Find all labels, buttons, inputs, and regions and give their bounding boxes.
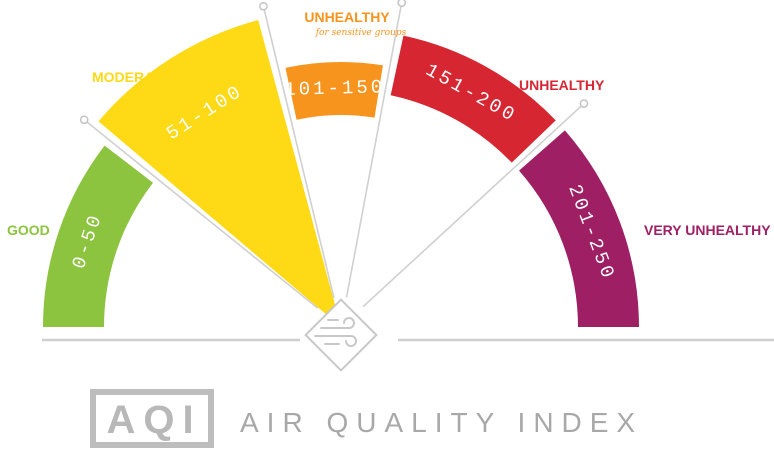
segment-usg bbox=[285, 62, 383, 120]
label-usg-subtitle: for sensitive groups bbox=[315, 28, 407, 38]
label-very-unhealthy: VERY UNHEALTHY bbox=[644, 222, 771, 238]
range-label-usg: 101-150 bbox=[284, 76, 385, 101]
pointer-line-4 bbox=[362, 103, 585, 308]
segment-good bbox=[43, 145, 153, 327]
pointer-line-2 bbox=[262, 6, 335, 299]
gauge-segments bbox=[43, 19, 639, 327]
pointer-lines bbox=[79, 0, 589, 309]
segment-unhealthy bbox=[390, 35, 556, 163]
pointer-knob-4 bbox=[579, 99, 589, 108]
pointer-line-1 bbox=[83, 119, 319, 309]
segment-very-unhealthy bbox=[519, 130, 639, 327]
pointer-knob-3 bbox=[397, 0, 407, 7]
pointer-line-3 bbox=[345, 2, 403, 298]
pointer-knob-1 bbox=[79, 115, 89, 125]
label-moderate: MODERATE bbox=[92, 69, 171, 85]
label-unhealthy: UNHEALTHY bbox=[519, 77, 605, 93]
pointer-knob-2 bbox=[259, 1, 268, 11]
aqi-logo-abbr: AQI bbox=[106, 398, 201, 442]
label-usg: UNHEALTHY bbox=[304, 9, 390, 25]
segment-moderate bbox=[98, 19, 341, 327]
label-good: GOOD bbox=[7, 222, 50, 238]
wind-icon bbox=[304, 298, 378, 372]
aqi-logo-full: AIR QUALITY INDEX bbox=[240, 407, 643, 438]
aqi-logo-frame bbox=[90, 389, 214, 448]
